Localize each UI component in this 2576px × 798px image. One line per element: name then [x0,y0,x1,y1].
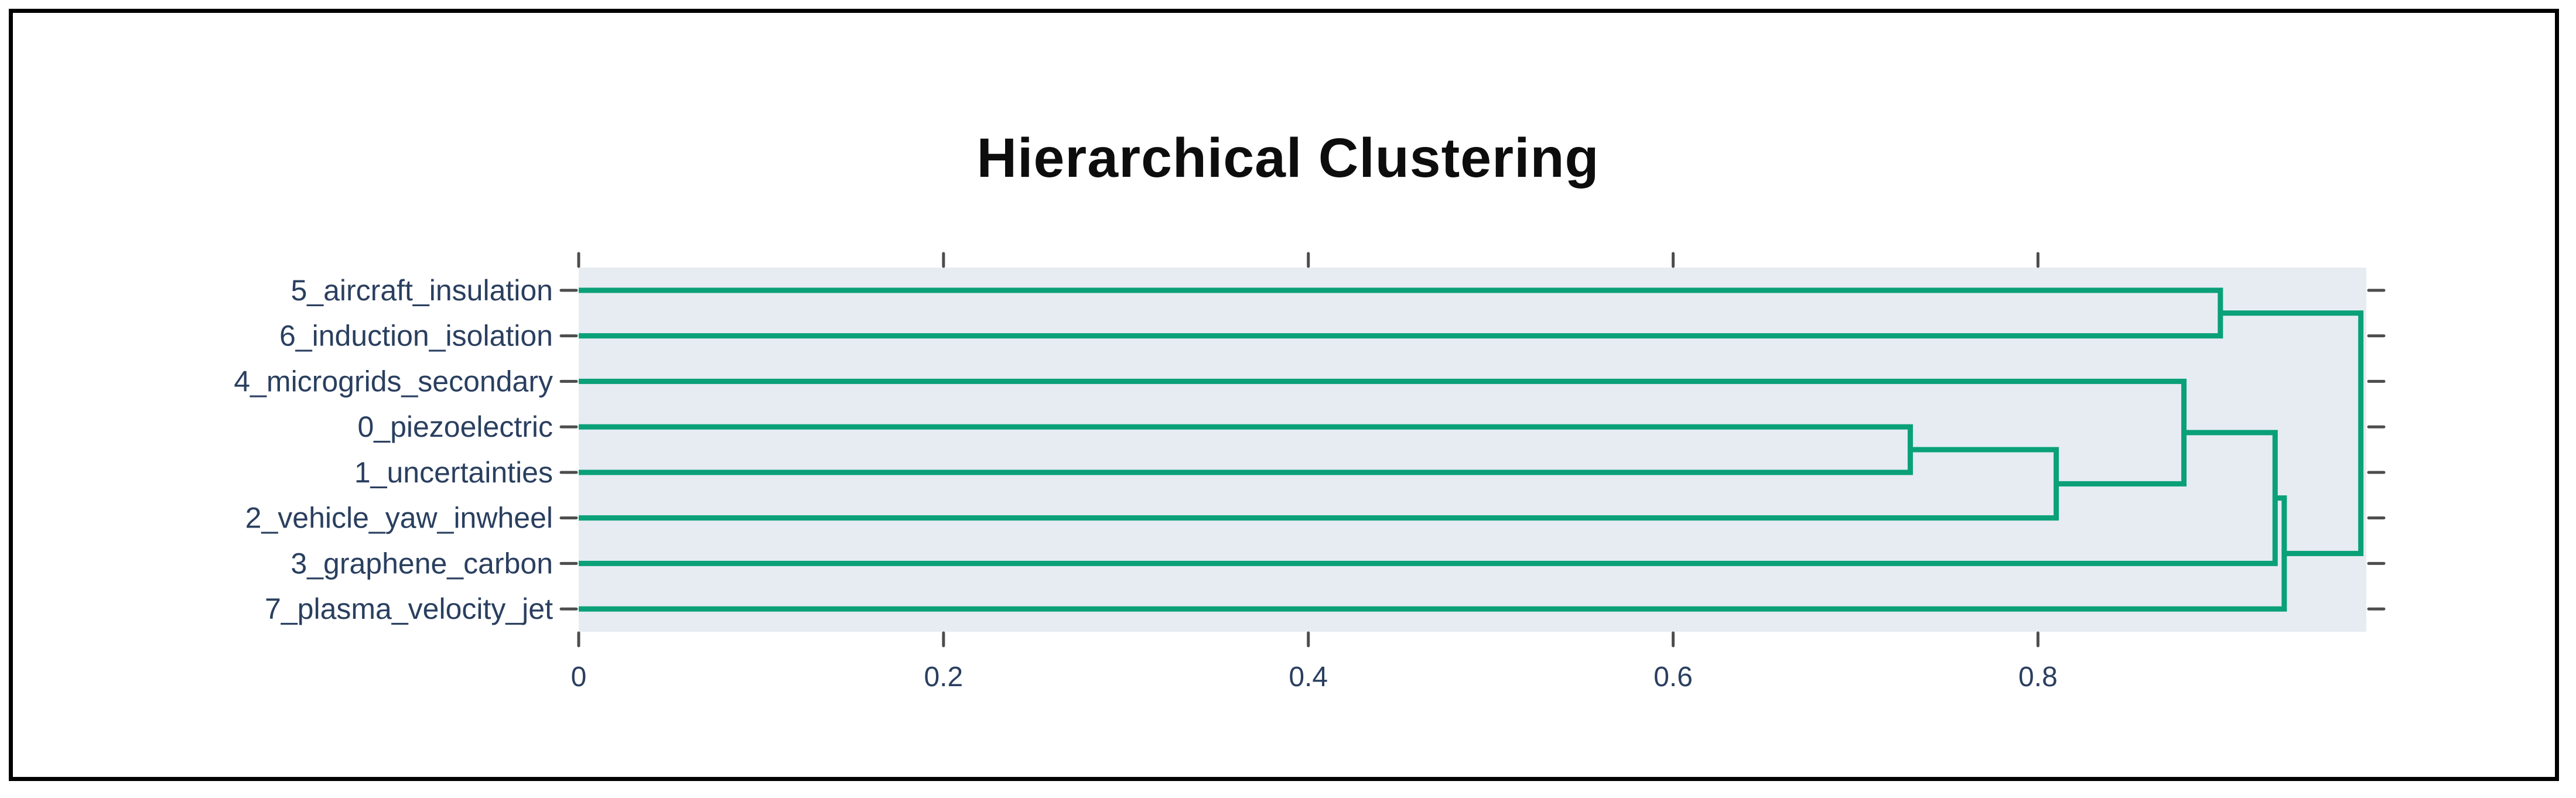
y-tick-label: 7_plasma_velocity_jet [265,592,553,625]
image-border-frame [9,9,2559,781]
y-tick-label: 4_microgrids_secondary [234,365,553,398]
y-tick-label: 5_aircraft_insulation [291,274,554,307]
x-tick-label: 0.4 [1289,662,1328,693]
x-tick-label: 0 [571,662,587,693]
x-tick-label: 0.6 [1653,662,1693,693]
page-title: Hierarchical Clustering [976,127,1599,189]
y-tick-label: 6_induction_isolation [279,320,553,352]
y-tick-label: 3_graphene_carbon [291,547,553,580]
x-tick-label: 0.8 [2018,662,2058,693]
y-tick-label: 1_uncertainties [354,456,553,489]
dendrogram-link [579,447,2059,521]
y-tick-label: 0_piezoelectric [357,410,553,443]
x-tick-label: 0.2 [924,662,963,693]
axis-ticks [559,252,2386,648]
dendrogram-link [579,378,2187,487]
y-tick-label: 2_vehicle_yaw_inwheel [245,502,553,535]
x-axis-labels: 0 0.2 0.4 0.6 0.8 [571,662,2058,693]
plot-area [579,268,2366,632]
y-axis-labels: 5_aircraft_insulation 6_induction_isolat… [234,274,553,625]
dendrogram-links [579,287,2364,612]
dendrogram-link [2220,310,2364,556]
